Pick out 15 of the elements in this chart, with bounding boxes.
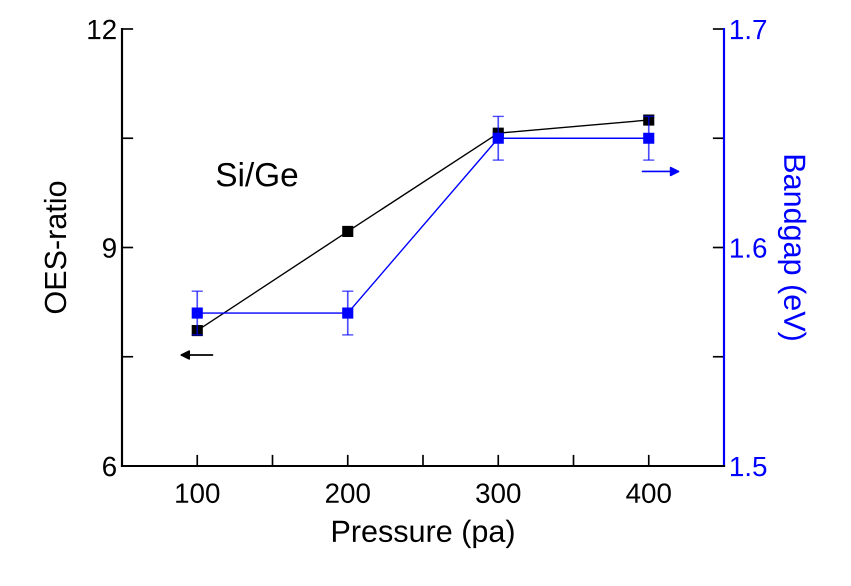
- x-tick-label: 100: [176, 483, 220, 504]
- y2-tick-label: 1.6: [730, 238, 766, 258]
- x-tick-label: 200: [326, 483, 370, 504]
- y2-tick-label: 1.7: [730, 20, 766, 40]
- annotation: Si/Ge: [216, 162, 298, 187]
- point: [342, 226, 354, 238]
- y2-axis-title: Bandgap (eV): [778, 156, 806, 340]
- y-tick-label: 6: [103, 456, 116, 476]
- y2-tick-label: 1.5: [730, 456, 766, 476]
- y-tick-label: 12: [88, 20, 116, 40]
- x-axis-title: Pressure (pa): [332, 520, 514, 548]
- x-tick-label: 400: [626, 483, 671, 504]
- y-axis-title: OES-ratio: [44, 182, 66, 314]
- x-tick-label: 300: [476, 483, 520, 504]
- y-tick-label: 9: [102, 238, 116, 258]
